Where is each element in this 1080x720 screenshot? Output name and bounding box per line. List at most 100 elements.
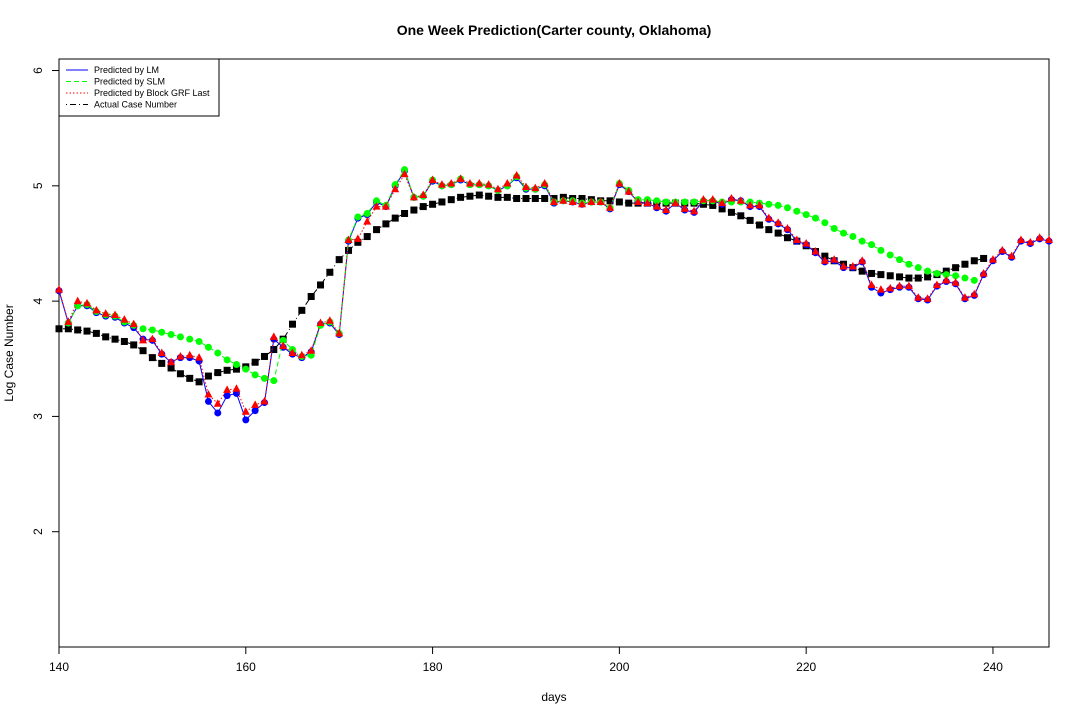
data-point xyxy=(373,197,381,205)
data-point xyxy=(849,233,857,241)
data-point xyxy=(456,174,465,182)
data-point xyxy=(251,358,259,366)
data-point xyxy=(139,325,147,333)
data-point xyxy=(242,416,250,424)
data-point xyxy=(447,179,456,187)
data-point xyxy=(550,197,558,205)
data-point xyxy=(942,275,951,284)
data-point xyxy=(214,409,222,417)
data-point xyxy=(933,269,941,277)
data-point xyxy=(325,316,334,324)
legend-label: Predicted by SLM xyxy=(94,77,165,87)
data-point xyxy=(1035,233,1044,241)
data-point xyxy=(531,195,539,203)
y-tick-label: 4 xyxy=(31,297,45,304)
data-point xyxy=(615,198,623,206)
y-tick-label: 5 xyxy=(31,182,45,189)
data-point xyxy=(102,333,110,341)
data-point xyxy=(419,203,427,211)
data-point xyxy=(932,280,941,288)
legend-label: Actual Case Number xyxy=(94,100,177,110)
data-point xyxy=(980,254,988,262)
data-point xyxy=(260,374,268,382)
x-tick-label: 240 xyxy=(983,660,1003,674)
data-point xyxy=(428,175,437,184)
data-point xyxy=(363,233,371,241)
data-point xyxy=(232,384,241,392)
data-point xyxy=(111,335,119,343)
data-point xyxy=(279,341,288,350)
data-point xyxy=(260,352,268,360)
data-point xyxy=(148,326,156,334)
data-point xyxy=(522,195,530,203)
data-point xyxy=(503,193,511,201)
data-point xyxy=(372,202,381,210)
data-point xyxy=(737,212,745,220)
data-point xyxy=(64,325,72,333)
data-point xyxy=(606,197,614,205)
x-tick-label: 200 xyxy=(609,660,629,674)
data-point xyxy=(587,197,596,205)
data-point xyxy=(64,317,73,325)
data-point xyxy=(886,283,895,292)
data-point xyxy=(148,354,156,362)
data-point xyxy=(223,392,231,400)
data-point xyxy=(643,198,652,207)
data-point xyxy=(952,264,960,272)
data-point xyxy=(73,296,82,305)
data-point xyxy=(765,226,773,234)
data-point xyxy=(83,327,91,335)
data-point xyxy=(55,325,63,333)
data-point xyxy=(381,202,390,210)
data-point xyxy=(326,268,334,276)
data-point xyxy=(437,180,446,188)
data-point xyxy=(961,260,969,268)
data-point xyxy=(783,204,791,212)
data-point xyxy=(896,256,904,264)
plot-frame xyxy=(58,58,1050,648)
data-point xyxy=(204,372,212,380)
data-point xyxy=(429,200,437,208)
data-point xyxy=(970,289,979,298)
data-point xyxy=(755,200,764,209)
data-point xyxy=(531,183,540,192)
data-point xyxy=(269,332,278,340)
data-point xyxy=(774,229,782,237)
data-point xyxy=(111,310,120,318)
data-point xyxy=(92,305,101,314)
data-point xyxy=(288,320,296,328)
data-point xyxy=(905,260,913,268)
data-point xyxy=(279,336,287,344)
data-point xyxy=(811,247,820,255)
x-tick-label: 140 xyxy=(49,660,69,674)
data-point xyxy=(83,298,92,307)
data-point xyxy=(465,179,474,187)
data-point xyxy=(494,193,502,201)
data-point xyxy=(55,285,63,293)
data-point xyxy=(475,191,483,199)
data-point xyxy=(345,246,353,254)
data-point xyxy=(186,374,194,382)
data-point xyxy=(559,196,568,204)
data-point xyxy=(242,365,250,373)
data-point xyxy=(484,180,493,188)
data-point xyxy=(877,246,885,254)
legend-box xyxy=(58,58,220,117)
data-point xyxy=(307,346,316,354)
data-point xyxy=(942,271,950,279)
data-point xyxy=(176,333,184,341)
data-point xyxy=(727,208,735,216)
data-point xyxy=(812,214,820,222)
data-point xyxy=(391,181,399,189)
data-point xyxy=(988,255,997,263)
data-point xyxy=(690,198,698,206)
data-point xyxy=(830,224,838,232)
data-point xyxy=(475,179,484,187)
data-point xyxy=(876,285,885,293)
data-point xyxy=(288,348,297,356)
data-point xyxy=(204,397,212,405)
data-point xyxy=(493,184,502,193)
data-point xyxy=(653,197,661,205)
data-point xyxy=(924,267,932,275)
y-tick-label: 3 xyxy=(31,413,45,420)
